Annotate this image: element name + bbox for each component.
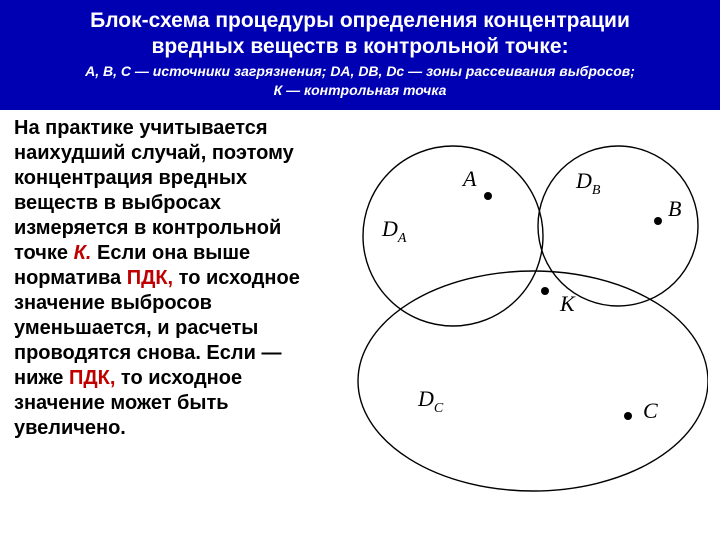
content-area: На практике учитывается наихудший случай… <box>0 110 720 501</box>
point-k <box>541 287 549 295</box>
header-banner: Блок-схема процедуры определения концент… <box>0 0 720 110</box>
label-c: C <box>643 398 658 423</box>
label-a: A <box>461 166 477 191</box>
point-a <box>484 192 492 200</box>
title-line-2: вредных веществ в контрольной точке: <box>16 34 704 60</box>
zone-db <box>538 146 698 306</box>
zone-dc <box>358 271 708 491</box>
label-k: K <box>559 291 576 316</box>
point-b <box>654 217 662 225</box>
label-db: DB <box>575 168 601 198</box>
para-k: К. <box>74 242 92 264</box>
point-c <box>624 412 632 420</box>
para-pdk1: ПДК, <box>127 267 173 289</box>
venn-diagram: DA A DB B K DC C <box>338 116 708 496</box>
diagram-container: DA A DB B K DC C <box>338 116 710 501</box>
para-pdk2: ПДК, <box>69 367 115 389</box>
label-dc: DC <box>417 386 444 416</box>
subtitle-line-2: К — контрольная точка <box>16 82 704 100</box>
label-b: B <box>668 196 681 221</box>
subtitle-line-1: А, В, С — источники загрязнения; DA, DB,… <box>16 63 704 81</box>
label-da: DA <box>381 216 407 246</box>
description-paragraph: На практике учитывается наихудший случай… <box>14 116 334 501</box>
title-line-1: Блок-схема процедуры определения концент… <box>16 8 704 34</box>
